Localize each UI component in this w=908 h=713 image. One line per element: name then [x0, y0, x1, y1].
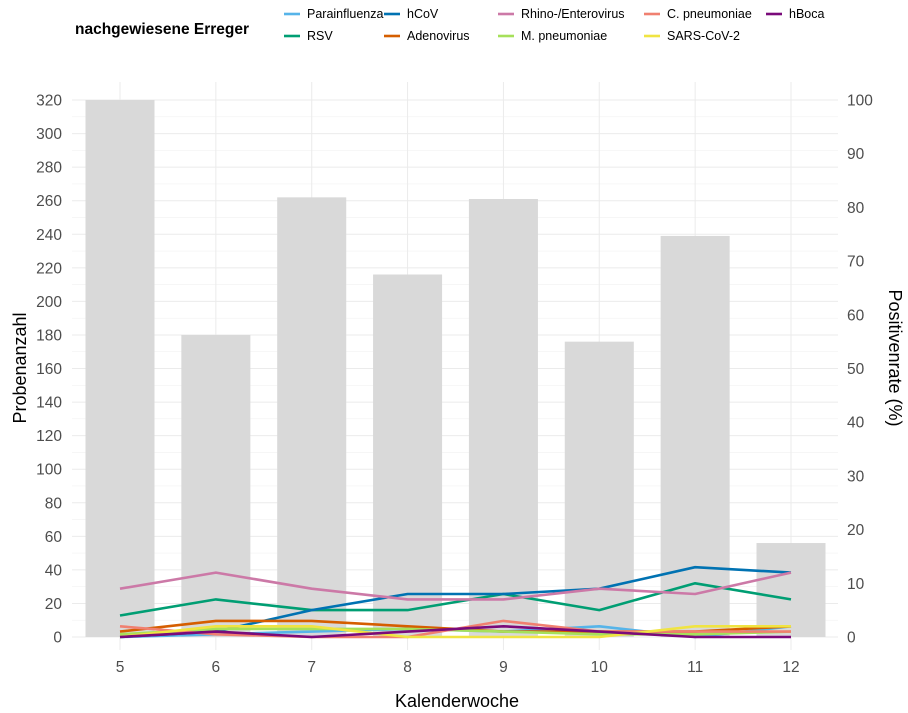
series-line-sars-cov-2 [119, 624, 791, 639]
y-left-tick-label: 320 [36, 93, 62, 110]
legend-title: nachgewiesene Erreger [75, 21, 249, 38]
x-tick-label: 8 [403, 659, 412, 676]
x-tick-label: 11 [687, 659, 703, 676]
y-left-tick-label: 200 [36, 294, 62, 311]
bar-week-7 [277, 197, 347, 638]
x-tick-label: 9 [499, 659, 508, 676]
x-tick-label: 6 [212, 659, 221, 676]
legend-label-hcov: hCoV [407, 7, 439, 21]
y-right-tick-label: 80 [847, 200, 865, 217]
y-left-tick-label: 80 [45, 495, 63, 512]
bar-week-5 [85, 100, 155, 637]
legend-label-m-pneumoniae: M. pneumoniae [521, 29, 607, 43]
y-right-tick-label: 0 [847, 630, 856, 647]
y-left-tick-label: 120 [36, 428, 62, 445]
y-left-tick-label: 0 [53, 630, 62, 647]
y-right-tick-label: 30 [847, 468, 865, 485]
y-right-tick-label: 40 [847, 415, 865, 432]
bar-week-8 [373, 274, 443, 637]
y-left-tick-label: 280 [36, 160, 62, 177]
y-left-tick-label: 220 [36, 260, 62, 277]
y-right-tick-label: 90 [847, 146, 865, 163]
y-left-tick-label: 260 [36, 193, 62, 210]
y-left-tick-label: 40 [45, 562, 63, 579]
bar-week-9 [468, 199, 538, 637]
y-left-tick-label: 300 [36, 126, 62, 143]
y-left-tick-label: 180 [36, 327, 62, 344]
y-left-tick-label: 100 [36, 462, 62, 479]
x-tick-label: 5 [116, 659, 125, 676]
y-right-tick-label: 50 [847, 361, 865, 378]
x-tick-label: 10 [591, 659, 609, 676]
axes: 0204060801001201401601802002202402602803… [36, 93, 873, 677]
y-axis-left-title: Probenanzahl [10, 312, 30, 423]
x-axis-title: Kalenderwoche [395, 691, 519, 711]
series-line-rsv [119, 581, 792, 617]
y-left-tick-label: 60 [45, 529, 63, 546]
y-left-tick-label: 140 [36, 395, 62, 412]
bar-week-6 [181, 334, 251, 637]
y-right-tick-label: 20 [847, 522, 865, 539]
legend-label-adenovirus: Adenovirus [407, 29, 470, 43]
x-tick-label: 7 [307, 659, 316, 676]
legend-label-sars-cov-2: SARS-CoV-2 [667, 29, 740, 43]
series-line-hboca [119, 624, 791, 639]
series-lines [119, 565, 792, 639]
x-tick-label: 12 [782, 659, 799, 676]
legend-label-rhino-enterovirus: Rhino-/Enterovirus [521, 7, 625, 21]
y-axis-right-title: Positivenrate (%) [885, 289, 905, 426]
legend-label-hboca: hBoca [789, 7, 824, 21]
bar-week-12 [756, 543, 826, 637]
y-left-tick-label: 240 [36, 227, 62, 244]
bar-week-11 [660, 235, 730, 637]
legend-label-rsv: RSV [307, 29, 333, 43]
legend-label-parainfluenza: Parainfluenza [307, 7, 383, 21]
legend-label-c-pneumoniae: C. pneumoniae [667, 7, 752, 21]
y-left-tick-label: 160 [36, 361, 62, 378]
legend: nachgewiesene Erreger Parainfluenza RSV hC… [75, 7, 824, 43]
y-right-tick-label: 10 [847, 576, 865, 593]
y-right-tick-label: 70 [847, 254, 865, 271]
y-left-tick-label: 20 [45, 596, 63, 613]
bars [85, 100, 826, 638]
series-line-rhino-enterovirus [119, 571, 792, 601]
y-right-tick-label: 100 [847, 93, 873, 110]
y-right-tick-label: 60 [847, 307, 865, 324]
